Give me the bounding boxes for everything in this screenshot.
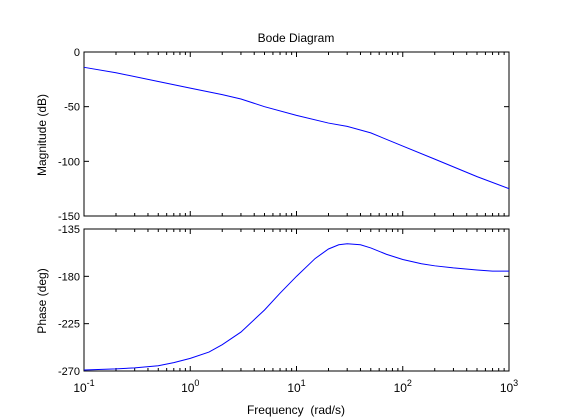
magnitude-y-tick-label: -50 — [64, 102, 80, 114]
phase-y-tick-label: -135 — [58, 224, 80, 236]
x-tick-label: 103 — [500, 378, 518, 395]
magnitude-y-tick-label: -100 — [58, 156, 80, 168]
phase-y-tick-label: -225 — [58, 319, 80, 331]
frequency-axis-label: Frequency (rad/s) — [247, 403, 345, 417]
chart-title: Bode Diagram — [258, 31, 335, 45]
phase-plot-frame — [83, 228, 510, 372]
phase-y-tick-label: -180 — [58, 271, 80, 283]
x-tick-label: 100 — [181, 378, 199, 395]
phase-series-line — [83, 243, 509, 371]
phase-axis-label: Phase (deg) — [35, 268, 49, 333]
magnitude-series-line — [83, 66, 510, 190]
magnitude-axis-label: Magnitude (dB) — [35, 94, 49, 176]
magnitude-y-tick-label: -150 — [58, 211, 80, 223]
magnitude-y-tick-label: 0 — [74, 47, 80, 59]
phase-y-tick-label: -270 — [58, 366, 80, 378]
magnitude-plot-frame — [83, 51, 510, 217]
x-tick-label: 10-1 — [73, 378, 94, 395]
x-tick-label: 102 — [394, 378, 412, 395]
magnitude-axes: 0 -50 -100 -150 — [58, 47, 510, 223]
x-tick-label: 101 — [287, 378, 305, 395]
